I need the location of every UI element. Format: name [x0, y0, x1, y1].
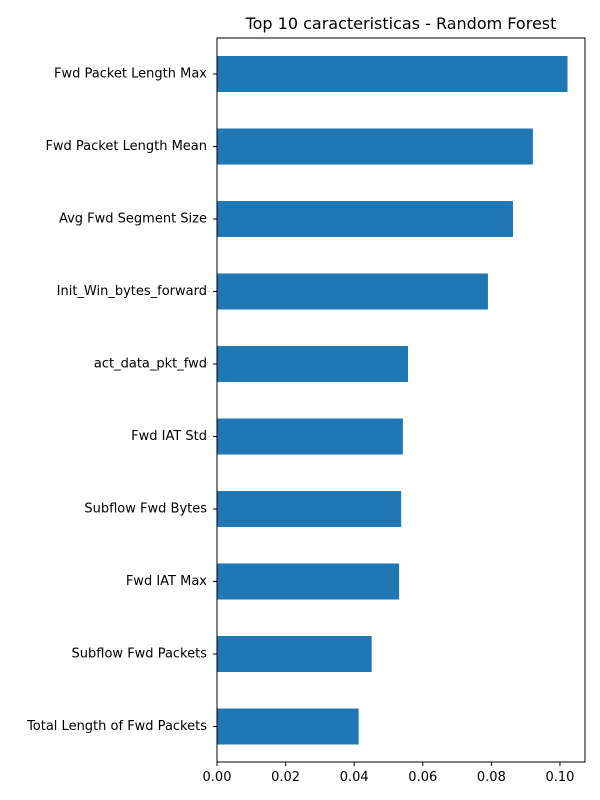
y-tick-label: act_data_pkt_fwd: [94, 357, 207, 372]
x-tick-label: 0.08: [477, 770, 506, 785]
x-tick-label: 0.00: [203, 770, 232, 785]
bars-group: [217, 56, 568, 745]
bar-4: [217, 273, 488, 310]
y-tick-label: Init_Win_bytes_forward: [57, 284, 207, 299]
bar-3: [217, 201, 513, 237]
bar-2: [217, 128, 533, 165]
y-axis-ticks: Fwd Packet Length Max Fwd Packet Length M…: [26, 67, 217, 734]
chart-title: Top 10 caracteristicas - Random Forest: [245, 14, 557, 33]
x-axis-ticks: 0.00 0.02 0.04 0.06 0.08 0.10: [203, 762, 574, 785]
bar-9: [217, 636, 372, 672]
y-tick-label: Avg Fwd Segment Size: [59, 212, 207, 227]
y-tick-label: Fwd IAT Max: [126, 574, 207, 589]
plot-frame: [216, 37, 586, 763]
x-tick-label: 0.04: [340, 770, 369, 785]
bar-6: [217, 418, 403, 455]
y-tick-label: Fwd Packet Length Mean: [45, 139, 207, 154]
x-tick-label: 0.06: [408, 770, 437, 785]
bar-1: [217, 56, 568, 92]
y-tick-label: Total Length of Fwd Packets: [26, 719, 207, 734]
bar-5: [217, 346, 409, 382]
y-tick-label: Fwd Packet Length Max: [54, 67, 207, 82]
bar-7: [217, 491, 402, 527]
y-tick-label: Fwd IAT Std: [131, 429, 207, 444]
y-tick-label: Subflow Fwd Bytes: [84, 502, 207, 517]
bar-8: [217, 563, 400, 600]
y-tick-label: Subflow Fwd Packets: [72, 647, 208, 662]
x-tick-label: 0.02: [271, 770, 300, 785]
x-tick-label: 0.10: [545, 770, 574, 785]
bar-10: [217, 708, 359, 745]
